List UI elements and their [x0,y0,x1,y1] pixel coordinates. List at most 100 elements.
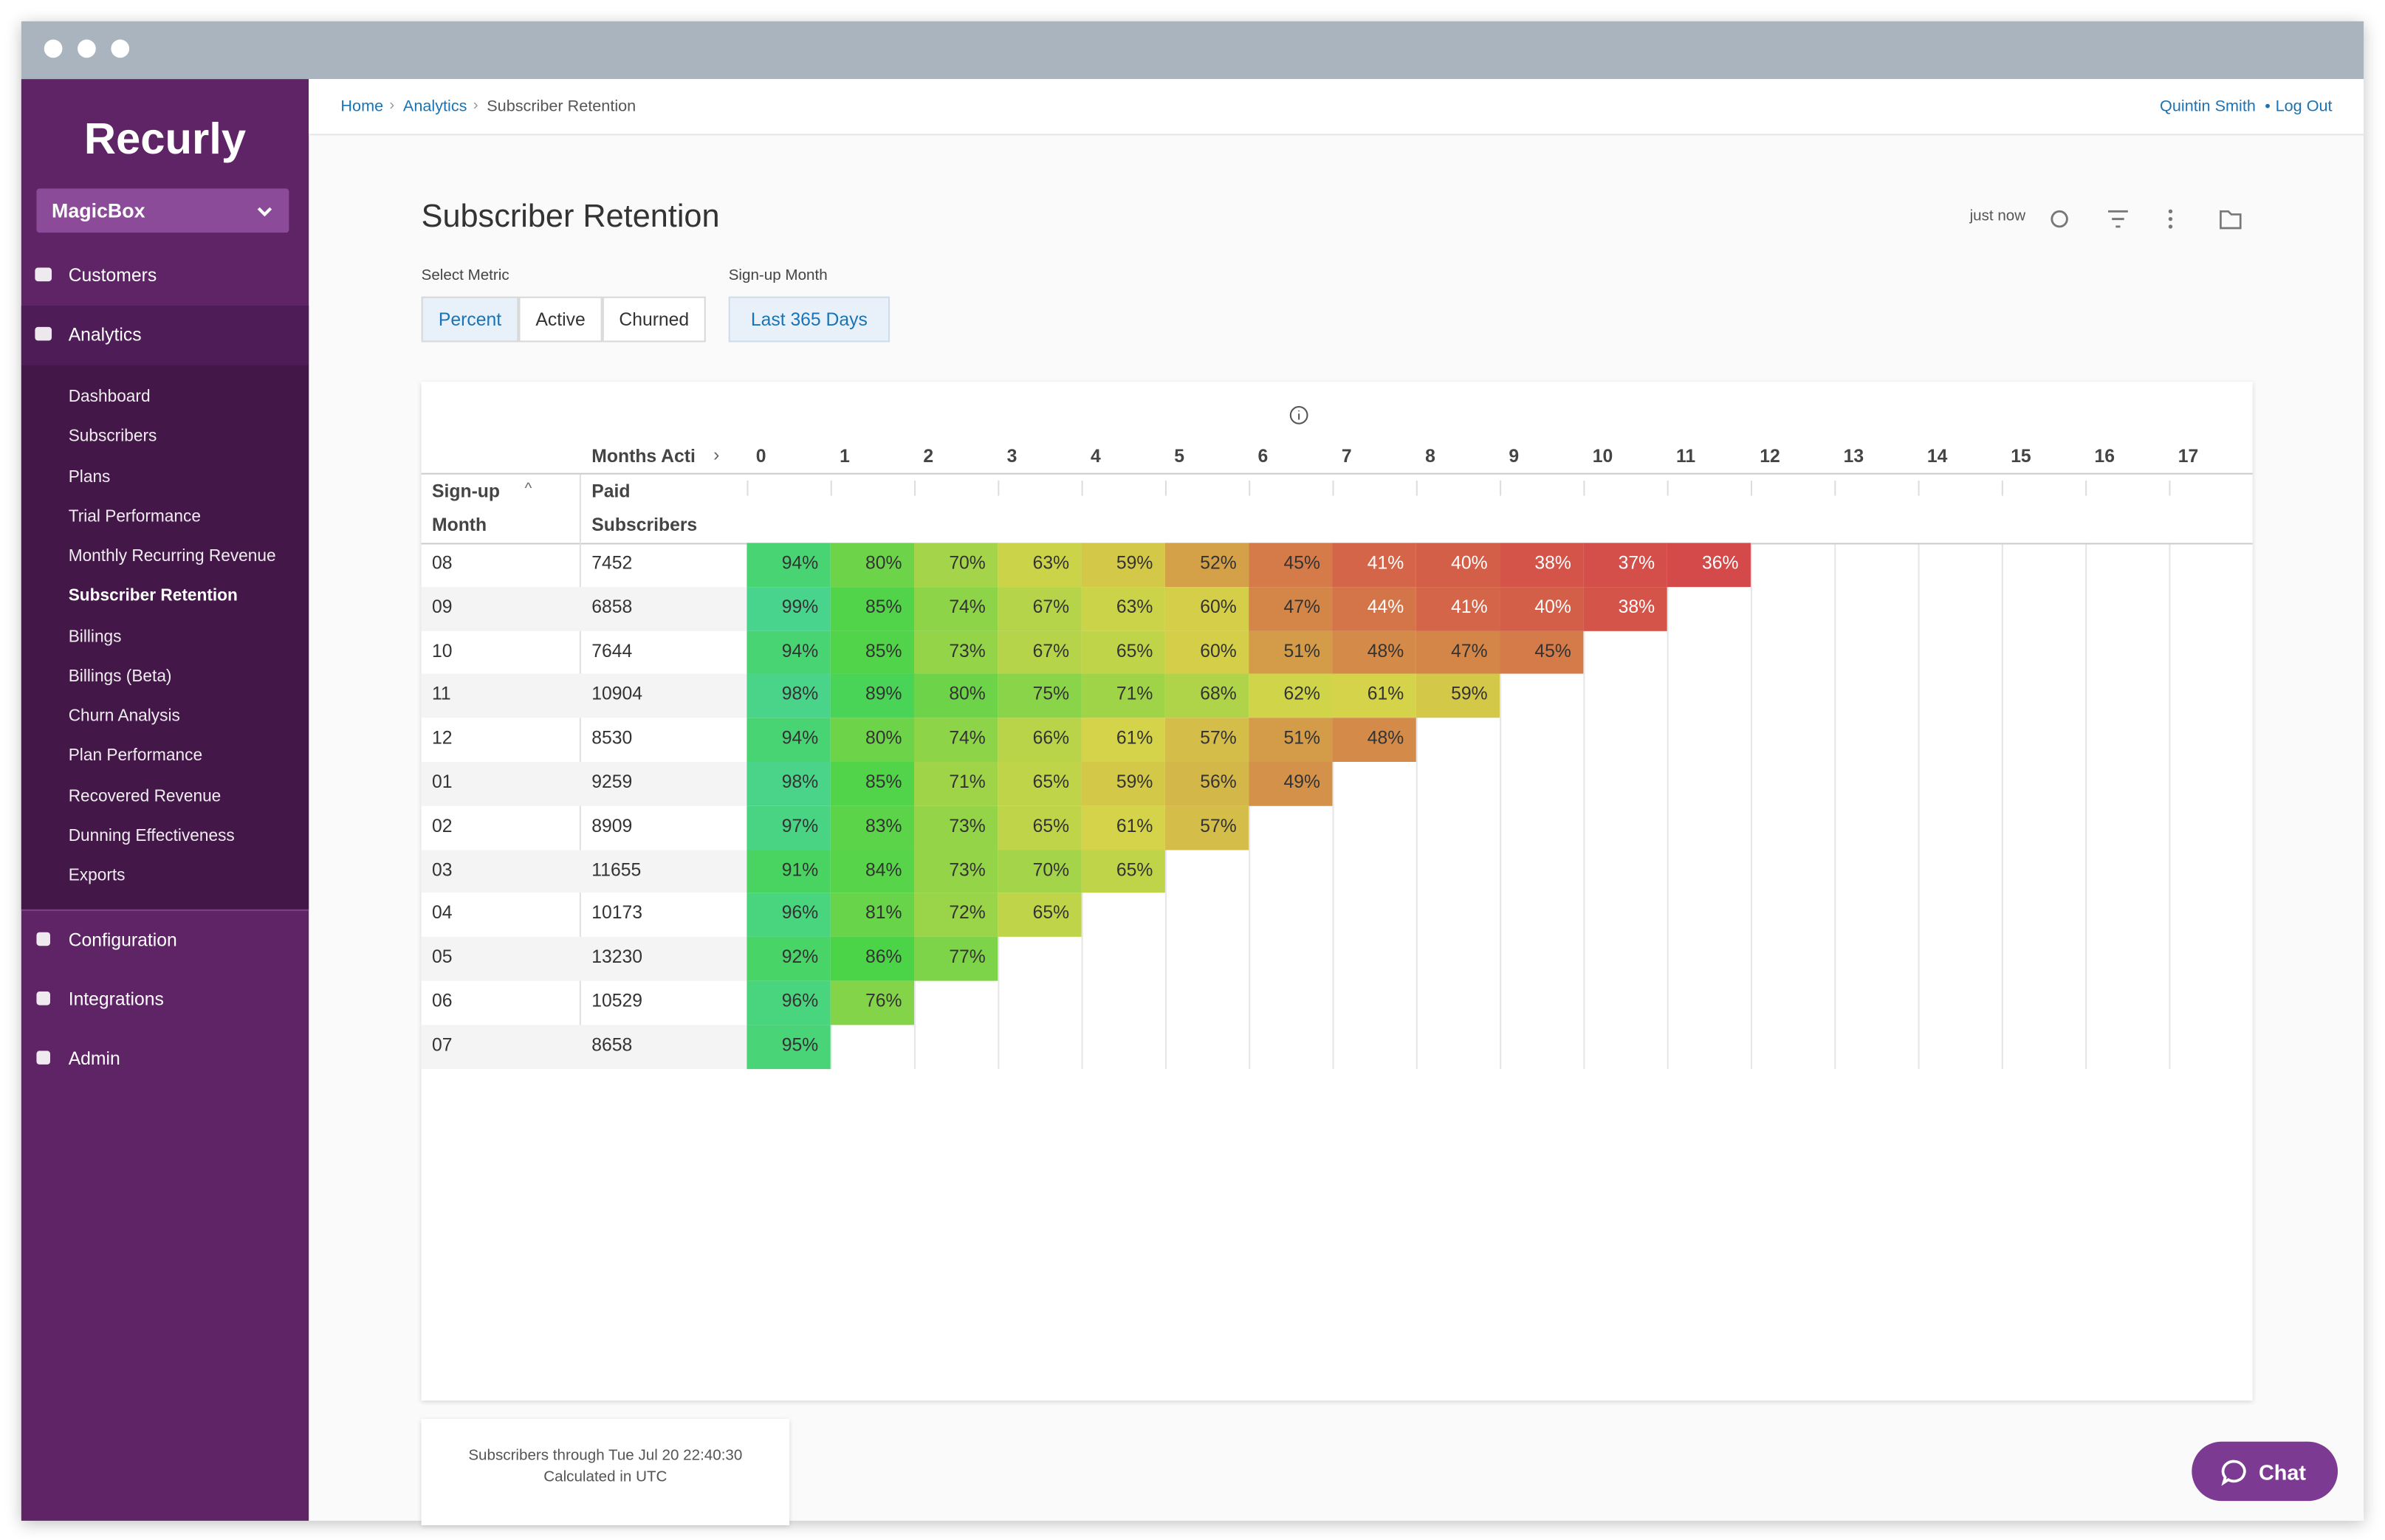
account-select[interactable] [36,188,289,233]
retention-cell [1081,762,1165,806]
retention-cell [830,674,914,718]
column-tick [1667,480,1669,496]
submenu-item[interactable]: Recovered Revenue [68,786,222,805]
submenu-item[interactable]: Churn Analysis [68,707,180,726]
retention-value: 45% [1283,551,1320,574]
breadcrumb-item[interactable]: Analytics [402,97,467,116]
retention-value: 44% [1367,596,1404,617]
browser-bar [21,21,2364,80]
nav-item[interactable]: Admin [68,1048,120,1070]
breadcrumb-item: Subscriber Retention [487,97,636,116]
metric-button[interactable] [421,296,519,343]
submenu-item[interactable]: Plans [68,467,111,487]
retention-value: 49% [1283,771,1320,793]
retention-cell [913,586,998,631]
column-tick [1164,480,1167,496]
retention-value: 80% [865,551,902,574]
column-header: 5 [1174,445,1185,467]
retention-cell [1332,718,1416,762]
breadcrumb-item[interactable]: Home [340,97,384,116]
metric-button-label[interactable]: Percent [438,309,502,330]
retention-cell [913,937,998,981]
retention-value: 80% [865,727,902,749]
nav-item[interactable]: Configuration [68,929,177,951]
grid-line [1583,543,1585,1069]
retention-cell [1249,718,1333,762]
submenu-item[interactable]: Plan Performance [68,746,203,766]
column-tick [1583,480,1585,496]
retention-value: 41% [1451,596,1488,617]
retention-cell [1164,762,1249,806]
retention-cell [747,893,831,938]
retention-value: 61% [1116,727,1153,749]
retention-value: 72% [949,902,986,924]
account-name[interactable]: MagicBox [52,199,145,222]
signup-header: Sign-up [432,480,500,502]
metric-button[interactable] [602,296,706,343]
signup-month: 09 [432,596,453,617]
retention-value: 83% [865,814,902,836]
header-line [421,472,2253,475]
metric-button-label[interactable]: Active [535,309,586,330]
footer-text: Calculated in UTC [543,1468,668,1486]
retention-cell [747,980,831,1025]
grid-line [1249,543,1251,1069]
signup-button[interactable] [728,296,890,343]
signup-button-label[interactable]: Last 365 Days [750,309,868,330]
row-band [421,586,747,631]
chat-label[interactable]: Chat [2258,1460,2307,1485]
submenu-item[interactable]: Dashboard [68,388,151,406]
retention-value: 70% [949,551,986,574]
retention-cell [1164,630,1249,675]
paid-count: 11655 [591,859,642,880]
retention-value: 37% [1618,551,1655,574]
metric-button-label[interactable]: Churned [619,309,690,330]
retention-cell [913,805,998,850]
retention-cell [1500,586,1584,631]
submenu-item[interactable]: Subscriber Retention [68,587,238,606]
submenu-item[interactable]: Dunning Effectiveness [68,827,235,845]
submenu-item[interactable]: Trial Performance [68,507,201,526]
paid-count: 10904 [591,683,643,705]
retention-value: 94% [781,727,819,749]
metric-button[interactable] [518,296,603,343]
retention-cell [1081,586,1165,631]
refreshed: just now [1969,208,2026,225]
retention-value: 74% [949,727,986,749]
retention-cell [998,586,1082,631]
submenu-item[interactable]: Monthly Recurring Revenue [68,547,276,566]
retention-value: 73% [949,639,986,661]
retention-cell [1081,718,1165,762]
column-tick [2169,480,2171,496]
toolbar-icons[interactable] [2048,205,2245,233]
signup-month: 03 [432,859,453,880]
nav-item[interactable]: Analytics [68,323,142,346]
retention-value: 98% [781,771,819,793]
logout[interactable]: Log Out [2275,97,2333,116]
breadcrumb-separator: › [389,97,395,114]
submenu-item[interactable]: Billings (Beta) [68,667,172,686]
retention-value: 40% [1534,596,1571,617]
retention-cell [998,718,1082,762]
retention-value: 65% [1116,859,1153,880]
retention-cell [1332,543,1416,587]
user-name[interactable]: Quintin Smith [2160,97,2256,116]
grid-line [1500,543,1502,1069]
signup-month: 01 [432,771,453,793]
column-header: 7 [1341,445,1352,467]
paid-count: 7644 [591,639,633,661]
signup-label: Sign-up Month [728,267,828,285]
submenu-item[interactable]: Subscribers [68,427,157,447]
column-tick [998,480,1000,496]
submenu-band [21,365,309,910]
submenu-item[interactable]: Billings [68,627,122,646]
nav-item[interactable]: Integrations [68,988,164,1010]
paid-count: 13230 [591,946,643,968]
grid-line [1750,543,1753,1069]
retention-value: 41% [1367,551,1404,574]
submenu-item[interactable]: Exports [68,867,126,885]
column-tick [1081,480,1083,496]
chat-button[interactable] [2192,1441,2338,1502]
nav-item[interactable]: Customers [68,264,157,286]
